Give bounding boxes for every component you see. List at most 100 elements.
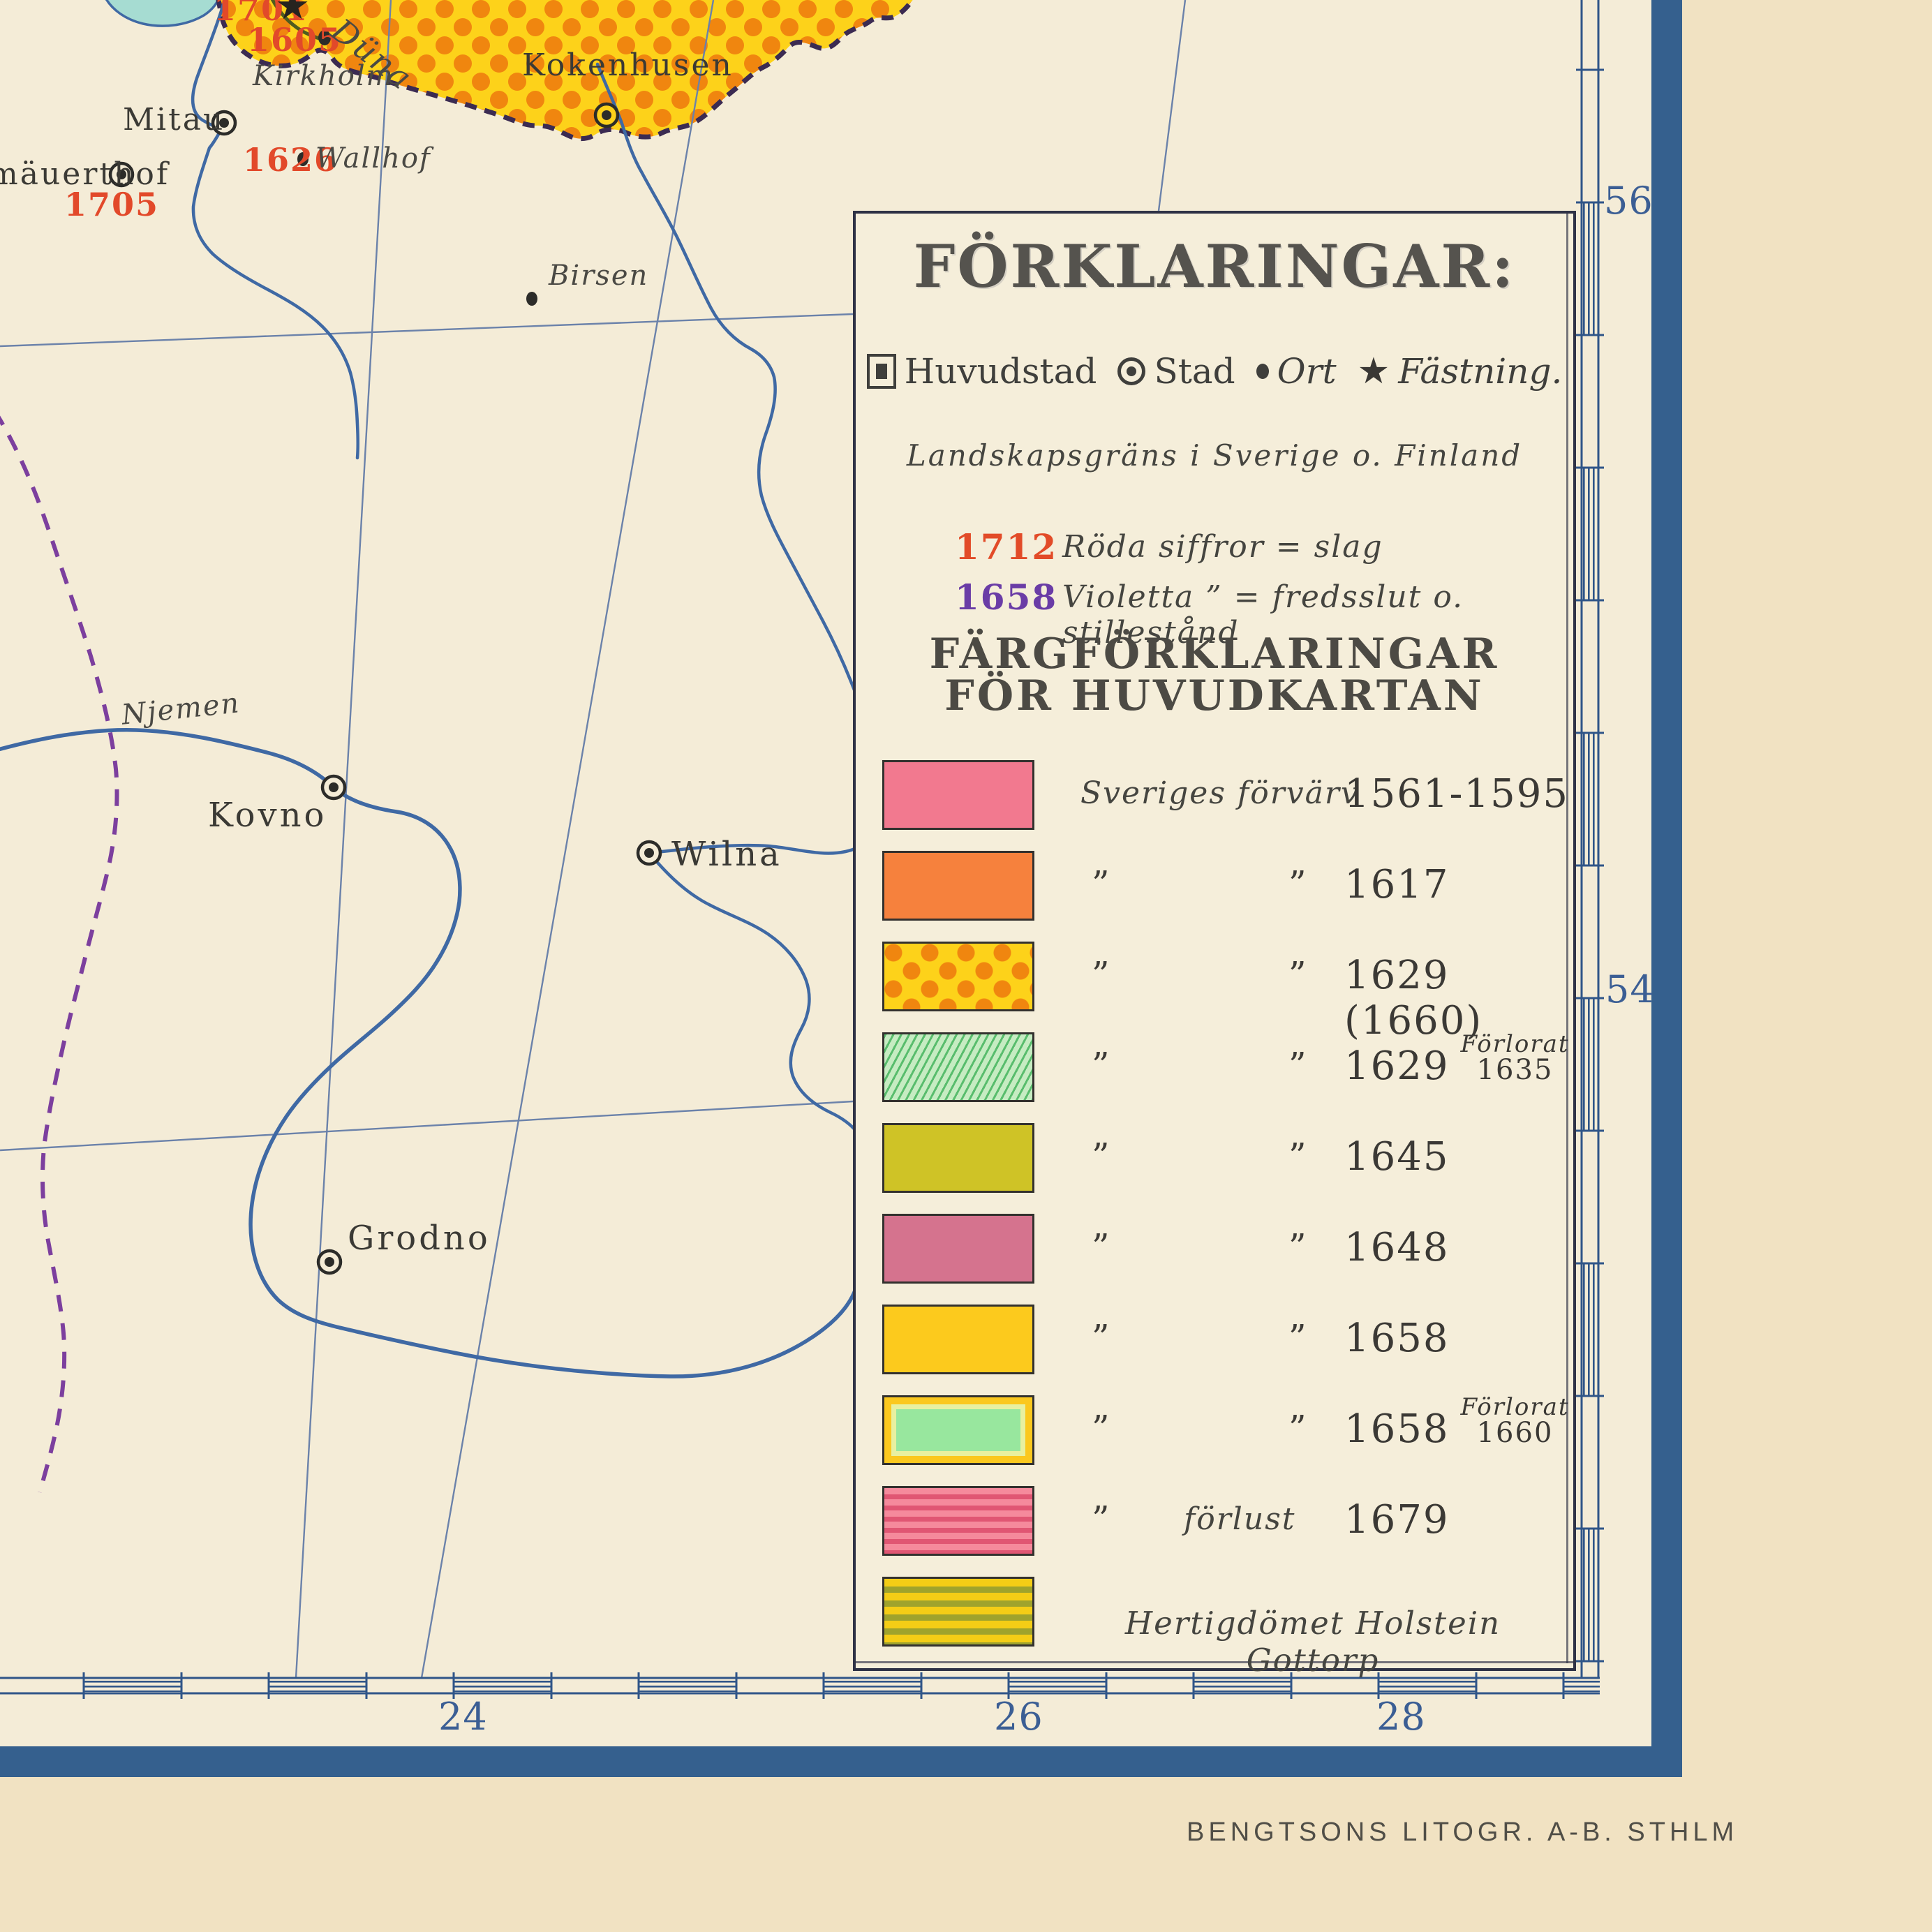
symbol-ort: Ort	[1256, 351, 1337, 392]
row-year: 1629 Förlorat 1635	[1344, 1030, 1570, 1089]
row-year: 1561-1595	[1344, 771, 1569, 817]
ditto-mark: ”	[1092, 1408, 1110, 1448]
stad-marker-core	[117, 110, 654, 1267]
fastning-icon: ★	[1357, 350, 1390, 392]
row-year: 1629 (1660)	[1344, 953, 1483, 1043]
row-year: 1658	[1344, 1316, 1450, 1361]
legend-row: ” ” 1629 (1660)	[856, 942, 1573, 1043]
symbol-label: Fästning.	[1398, 351, 1563, 392]
lon-24: 24	[438, 1695, 488, 1739]
label-kirkholm: Kirkholm	[253, 60, 394, 92]
symbol-label: Stad	[1154, 351, 1235, 392]
legend-box: FÖRKLARINGAR: Huvudstad Stad Ort ★ Fästn…	[853, 211, 1576, 1679]
row-year: 1648	[1344, 1225, 1450, 1270]
label-kovno: Kovno	[208, 796, 327, 835]
forlorat-note: Förlorat	[1460, 1393, 1570, 1421]
legend-row: ” ” 1617	[856, 851, 1573, 923]
row-label: Sveriges förvärv	[1080, 775, 1360, 811]
row-label: Hertigdömet Holstein Gottorp	[1124, 1605, 1501, 1679]
fastning-star-icon: ★	[275, 0, 311, 29]
swatch-holstein-gottorp	[882, 1577, 1034, 1647]
violet-year: 1658	[955, 577, 1058, 618]
label-wilna: Wilna	[671, 835, 782, 874]
frame-right-band	[1651, 0, 1682, 1777]
legend-row: ” ” 1648	[856, 1214, 1573, 1286]
city-markers	[108, 30, 662, 1275]
swatch-1561	[882, 760, 1034, 830]
ditto-mark: ”	[1092, 863, 1110, 904]
rivers	[0, 2, 888, 1379]
legend-row: ” ” 1629 Förlorat 1635	[856, 1032, 1573, 1105]
frame-bottom-band	[0, 1746, 1682, 1777]
label-grodno: Grodno	[348, 1219, 491, 1258]
symbol-fastning: ★ Fästning.	[1358, 350, 1563, 392]
ditto-mark: ”	[1092, 954, 1110, 995]
label-wallhof: Wallhof	[315, 142, 431, 174]
ditto-mark: ”	[1288, 1317, 1307, 1358]
legend-row: Sveriges förvärv 1561-1595	[856, 760, 1573, 833]
stad-icon	[1117, 357, 1146, 385]
symbol-label: Huvudstad	[904, 351, 1097, 392]
ditto-mark: ”	[1092, 1045, 1110, 1085]
red-year: 1712	[955, 526, 1058, 567]
lat-56: 56	[1604, 179, 1654, 223]
swatch-1617	[882, 851, 1034, 921]
swatch-1629	[882, 942, 1034, 1011]
swatch-1658	[882, 1305, 1034, 1374]
legend-row: ” ” 1645	[856, 1123, 1573, 1196]
row-year: 1658 Förlorat 1660	[1344, 1393, 1570, 1452]
swatch-1658-forlorat	[882, 1395, 1034, 1465]
date-1701: 1701	[214, 0, 309, 28]
legend-row: ” ” 1658	[856, 1305, 1573, 1377]
lon-28: 28	[1376, 1695, 1426, 1739]
legend-row: Hertigdömet Holstein Gottorp	[856, 1577, 1573, 1679]
symbol-huvudstad: Huvudstad	[866, 351, 1097, 392]
huvudstad-icon	[866, 354, 896, 389]
boundary-purple-dashed	[0, 415, 119, 1493]
ditto-mark: ”	[1288, 1408, 1307, 1448]
symbol-label: Ort	[1277, 351, 1337, 392]
swatch-1629-forlorat	[882, 1032, 1034, 1102]
ditto-mark: ”	[1092, 1226, 1110, 1267]
color-legend-title-1: FÄRGFÖRKLARINGAR	[929, 630, 1500, 678]
ditto-mark: ”	[1288, 863, 1307, 904]
red-text: Röda siffror = slag	[1062, 529, 1383, 565]
violet-text: Violetta ” = fredsslut o. stillestånd	[1062, 579, 1464, 651]
ditto-mark: ”	[1092, 1317, 1110, 1358]
swatch-1645	[882, 1123, 1034, 1193]
date-1705: 1705	[64, 186, 160, 223]
label-kokenhusen: Kokenhusen	[522, 47, 734, 83]
date-1626: 1626	[243, 141, 339, 179]
color-legend-title-2: FÖR HUVUDKARTAN	[944, 671, 1485, 720]
boundary-note: Landskapsgräns i Sverige o. Finland	[906, 438, 1523, 473]
lon-26: 26	[994, 1695, 1043, 1739]
ort-icon	[1256, 364, 1269, 379]
symbol-stad: Stad	[1117, 351, 1235, 392]
legend-title: FÖRKLARINGAR:	[913, 232, 1516, 301]
forlorat-note: Förlorat	[1460, 1030, 1570, 1058]
ort-marker	[297, 30, 537, 306]
ditto-mark: ”	[1288, 954, 1307, 995]
symbol-legend: Huvudstad Stad Ort ★ Fästning.	[856, 350, 1573, 392]
label-birsen: Birsen	[549, 260, 649, 292]
row-label: förlust	[1184, 1501, 1296, 1537]
swatch-1648	[882, 1214, 1034, 1284]
stad-marker	[108, 102, 662, 1275]
ditto-mark: ”	[1092, 1499, 1110, 1539]
graticule-lines	[0, 0, 1187, 1679]
sea-patch	[105, 0, 220, 27]
ditto-mark: ”	[1288, 1136, 1307, 1176]
ditto-mark: ”	[1288, 1226, 1307, 1267]
ditto-mark: ”	[1288, 1045, 1307, 1085]
lat-54: 54	[1605, 967, 1655, 1011]
legend-row: ” ” 1658 Förlorat 1660	[856, 1395, 1573, 1468]
label-mitau: Mitau	[123, 102, 225, 138]
border-band-bottom	[0, 1672, 1600, 1699]
ditto-mark: ”	[1092, 1136, 1110, 1176]
printer-credit: BENGTSONS LITOGR. A-B. STHLM	[1187, 1818, 1739, 1847]
row-year: 1617	[1344, 862, 1450, 907]
swatch-forlust-1679	[882, 1486, 1034, 1556]
date-1605: 1605	[247, 21, 343, 59]
row-year: 1645	[1344, 1134, 1450, 1180]
